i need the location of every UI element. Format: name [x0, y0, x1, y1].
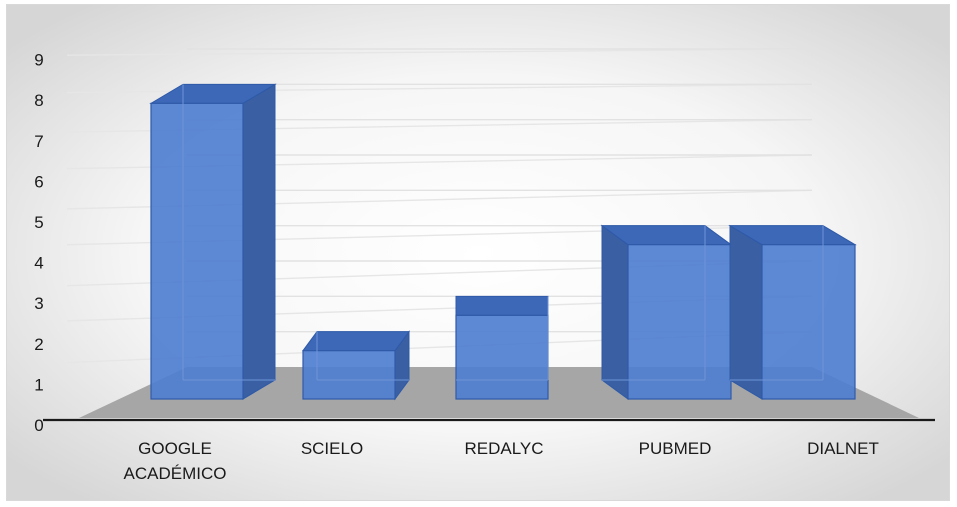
bar-front-face	[455, 314, 549, 400]
y-tick-label: 2	[34, 335, 43, 354]
y-tick-label: 3	[34, 294, 43, 313]
bar-side-face	[601, 224, 629, 400]
y-tick-label: 6	[34, 172, 43, 191]
bar-top-face	[302, 331, 410, 352]
bar	[455, 295, 549, 400]
y-tick-label: 9	[34, 51, 43, 70]
bar-front-face	[150, 102, 244, 400]
y-axis-ticks: 0 1 2 3 4 5 6 7 8 9	[34, 51, 43, 435]
chart-svg: 0 1 2 3 4 5 6 7 8 9 GOOGLE ACADÉMICO SCIELO REDALYC P…	[7, 5, 949, 500]
bar	[149, 83, 277, 400]
bar-side-face	[242, 83, 276, 400]
y-tick-label: 7	[34, 132, 43, 151]
x-axis-ticks: GOOGLE ACADÉMICO SCIELO REDALYC PUBMED DIALNE…	[124, 439, 879, 483]
y-tick-label: 0	[34, 416, 43, 435]
bar-top-face	[455, 295, 549, 316]
x-tick-label: REDALYC	[464, 439, 543, 458]
chart-frame: 0 1 2 3 4 5 6 7 8 9 GOOGLE ACADÉMICO SCIELO REDALYC P…	[6, 4, 950, 501]
y-tick-label: 4	[34, 254, 43, 273]
bar-front-face	[627, 244, 732, 400]
bars	[149, 83, 857, 401]
y-tick-label: 5	[34, 213, 43, 232]
y-tick-label: 8	[34, 91, 43, 110]
bar-front-face	[761, 244, 856, 400]
bar-front-face	[302, 350, 396, 400]
bar	[600, 224, 733, 400]
x-tick-label: SCIELO	[301, 439, 363, 458]
x-tick-label: GOOGLE ACADÉMICO	[124, 439, 227, 483]
gridline	[66, 48, 813, 56]
y-tick-label: 1	[34, 375, 43, 394]
x-tick-label: PUBMED	[639, 439, 712, 458]
bar	[302, 330, 410, 401]
x-tick-label: DIALNET	[807, 439, 879, 458]
bar	[728, 224, 857, 400]
bar-side-face	[729, 224, 763, 400]
